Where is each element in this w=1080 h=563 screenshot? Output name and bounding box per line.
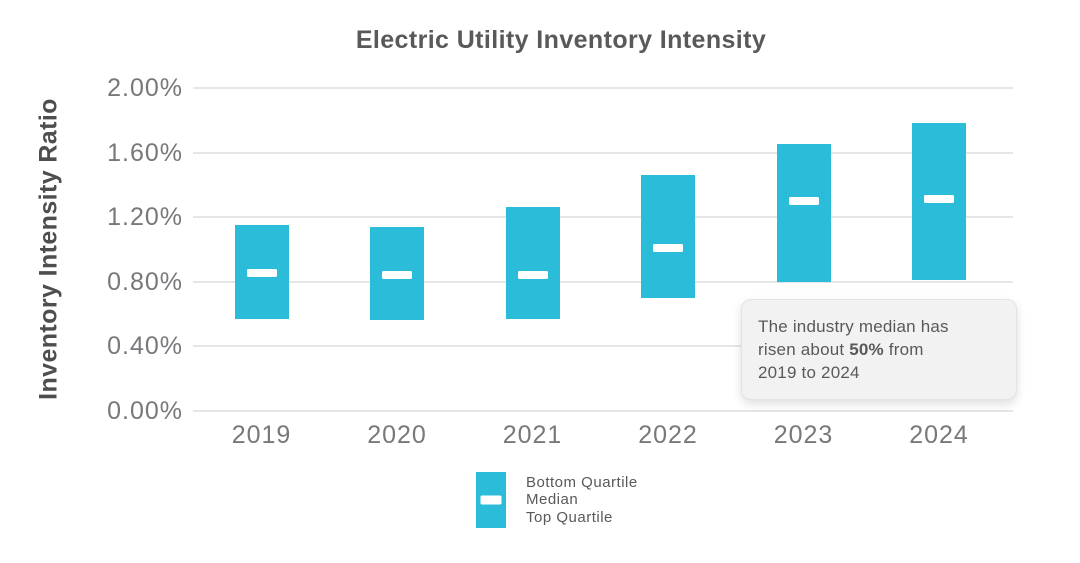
annotation-box: The industry median has risen about 50% …	[741, 299, 1017, 400]
x-tick-label: 2023	[773, 421, 834, 449]
y-axis-label: Inventory Intensity Ratio	[34, 98, 63, 400]
gridline	[193, 409, 1013, 412]
quartile-range-bar-2019	[234, 225, 289, 319]
y-tick-label: 2.00%	[107, 74, 183, 102]
median-dash-2024	[924, 195, 954, 204]
annotation-line-2-suffix: from	[883, 340, 924, 359]
legend-median-dash-icon	[480, 495, 502, 505]
quartile-range-bar-2021	[505, 207, 560, 319]
legend-label-top-quartile: Top Quartile	[526, 508, 613, 526]
annotation-line-1: The industry median has	[758, 317, 949, 336]
y-tick-label: 1.20%	[107, 203, 183, 232]
annotation-line-2-prefix: risen about	[758, 340, 850, 359]
gridline	[193, 87, 1013, 89]
legend-labels: Bottom Quartile Median Top Quartile	[526, 474, 638, 527]
legend-label-median: Median	[526, 491, 579, 509]
quartile-range-bar-2024	[912, 123, 966, 280]
median-dash-2019	[246, 269, 277, 278]
x-tick-label: 2020	[367, 421, 427, 449]
annotation-bold-value: 50%	[849, 340, 884, 359]
quartile-range-bar-2020	[370, 226, 424, 321]
x-tick-label: 2024	[909, 421, 969, 449]
gridline	[193, 345, 1013, 348]
gridline	[193, 280, 1013, 283]
chart-legend: Bottom Quartile Median Top Quartile	[476, 472, 638, 528]
chart-title: Electric Utility Inventory Intensity	[355, 26, 767, 54]
legend-quartile-swatch	[476, 472, 506, 528]
median-dash-2020	[382, 271, 412, 280]
quartile-range-bar-2023	[776, 144, 831, 282]
y-tick-label: 0.00%	[107, 396, 183, 425]
y-tick-label: 1.60%	[107, 138, 183, 167]
y-tick-label: 0.40%	[107, 332, 183, 361]
median-dash-2021	[517, 271, 548, 280]
legend-label-bottom-quartile: Bottom Quartile	[526, 473, 638, 491]
gridline	[193, 151, 1013, 154]
median-dash-2023	[788, 196, 819, 205]
x-tick-label: 2021	[502, 421, 563, 449]
y-tick-label: 0.80%	[107, 267, 183, 296]
annotation-line-3: 2019 to 2024	[758, 363, 860, 382]
x-tick-label: 2019	[231, 421, 292, 449]
x-tick-label: 2022	[638, 421, 698, 449]
gridline	[193, 216, 1013, 219]
median-dash-2022	[653, 243, 683, 252]
quartile-range-bar-2022	[641, 175, 695, 298]
